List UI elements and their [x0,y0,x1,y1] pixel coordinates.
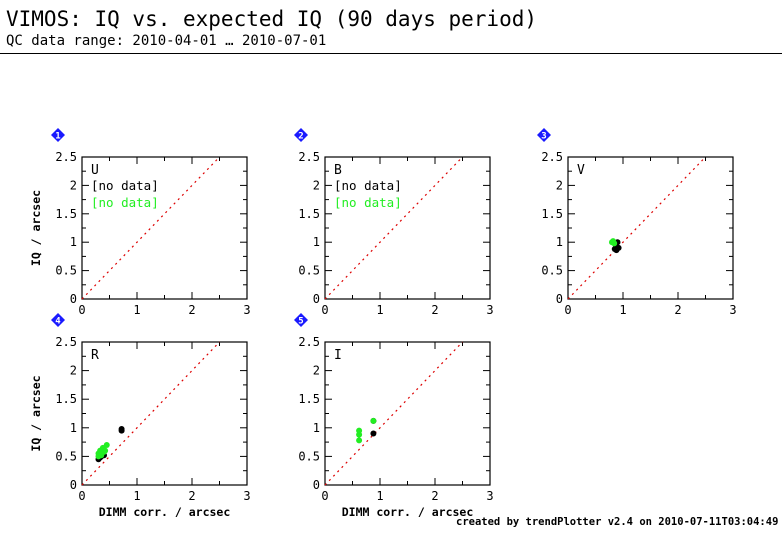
panel-4-y-axis-label: IQ / arcsec [29,375,43,451]
panel-3-ytick-label: 1 [556,235,563,249]
panel-1-no-data-label: [no data] [91,178,159,193]
footer-credit: created by trendPlotter v2.4 on 2010-07-… [456,516,779,528]
panel-4-ytick-label: 0 [70,478,77,492]
panel-1-ytick-label: 1 [70,235,77,249]
panel-4-ytick-label: 2.5 [55,335,77,349]
panel-1-xtick-label: 1 [133,303,140,317]
panel-5-xtick-label: 3 [486,489,493,503]
panel-3-point-green [611,240,618,247]
panel-1-filter-label: U [91,163,99,178]
panel-5-filter-label: I [334,348,342,363]
panel-4-frame [81,341,248,486]
panel-5-ytick-label: 2.5 [298,335,320,349]
panel-4-ytick-label: 0.5 [55,449,77,463]
panel-1-no-data-label: [no data] [91,195,159,210]
panel-1-ytick-label: 1.5 [55,207,77,221]
panel-2-ytick-label: 1.5 [298,207,320,221]
page-subtitle: QC data range: 2010-04-01 … 2010-07-01 [6,33,327,49]
panel-3-reference-line [567,156,706,300]
panel-4-ytick-label: 2 [70,364,77,378]
panel-5-xtick-label: 2 [431,489,438,503]
panel-3-ytick-label: 0 [556,292,563,306]
panel-4-point-green [103,441,110,448]
panel-4-xtick-label: 0 [78,489,85,503]
panel-5-badge-number: 5 [298,317,303,327]
panel-4-badge-diamond [51,313,65,327]
panel-2-ytick-label: 2 [313,178,320,192]
panel-1-ytick-label: 0.5 [55,264,77,278]
panel-5-point-green [356,427,363,434]
panel-3-xtick-label: 0 [564,303,571,317]
panel-3-ytick-label: 2.5 [541,150,563,164]
panel-2-xtick-label: 3 [486,303,493,317]
panel-5-xtick-label: 1 [376,489,383,503]
panel-3-point-black [615,244,622,251]
panel-1-badge-diamond [51,128,65,142]
panel-3-ytick-label: 0.5 [541,264,563,278]
panel-3-badge-number: 3 [541,132,546,142]
panel-1-y-axis-label: IQ / arcsec [29,190,43,266]
panel-3-xtick-label: 2 [674,303,681,317]
panel-5-ytick-label: 0 [313,478,320,492]
panel-2-filter-label: B [334,163,342,178]
panel-4-point-green [101,448,107,455]
panel-3-xtick-label: 3 [729,303,736,317]
panel-5-ytick-label: 1.5 [298,392,320,406]
panel-4-reference-line [81,341,220,486]
panel-2-ytick-label: 1 [313,235,320,249]
panel-5-reference-line [324,341,463,486]
panel-5-xtick-label: 0 [321,489,328,503]
panel-5-frame [324,341,491,486]
panel-4-ytick-label: 1.5 [55,392,77,406]
panel-3-ytick-label: 1.5 [541,207,563,221]
panel-1-xtick-label: 2 [188,303,195,317]
panel-1-xtick-label: 3 [243,303,250,317]
panel-4-badge-number: 4 [55,317,61,327]
panel-5-ytick-label: 1 [313,421,320,435]
panel-2-xtick-label: 2 [431,303,438,317]
header-divider [0,53,782,54]
panel-4-xtick-label: 2 [188,489,195,503]
panel-5-point-green [356,437,363,444]
panel-4-xtick-label: 1 [133,489,140,503]
panel-4-filter-label: R [91,348,99,363]
panel-5-point-black [370,430,377,437]
panel-5-point-green [370,417,377,424]
panel-1-badge-number: 1 [55,132,60,142]
panel-2-ytick-label: 0 [313,292,320,306]
panel-1-ytick-label: 2.5 [55,150,77,164]
panel-4-x-axis-label: DIMM corr. / arcsec [99,505,231,519]
panel-1-ytick-label: 2 [70,178,77,192]
panel-2-no-data-label: [no data] [334,195,402,210]
panel-5-ytick-label: 0.5 [298,449,320,463]
panel-2-no-data-label: [no data] [334,178,402,193]
panel-3-frame [567,156,734,300]
panel-2-ytick-label: 2.5 [298,150,320,164]
panel-3-ytick-label: 2 [556,178,563,192]
panel-5-badge-diamond [294,313,308,327]
panel-2-xtick-label: 1 [376,303,383,317]
panel-2-badge-number: 2 [298,132,303,142]
panel-1-xtick-label: 0 [78,303,85,317]
panel-5-x-axis-label: DIMM corr. / arcsec [342,505,474,519]
panel-1-ytick-label: 0 [70,292,77,306]
panel-4-point-black [118,425,125,432]
panel-4-xtick-label: 3 [243,489,250,503]
page-title: VIMOS: IQ vs. expected IQ (90 days perio… [6,7,538,31]
panel-2-badge-diamond [294,128,308,142]
panel-3-badge-diamond [537,128,551,142]
panel-3-filter-label: V [577,163,585,178]
panel-3-xtick-label: 1 [619,303,626,317]
panel-4-ytick-label: 1 [70,421,77,435]
panel-4-point-green [95,453,102,460]
panel-2-xtick-label: 0 [321,303,328,317]
panel-2-ytick-label: 0.5 [298,264,320,278]
panel-5-ytick-label: 2 [313,364,320,378]
